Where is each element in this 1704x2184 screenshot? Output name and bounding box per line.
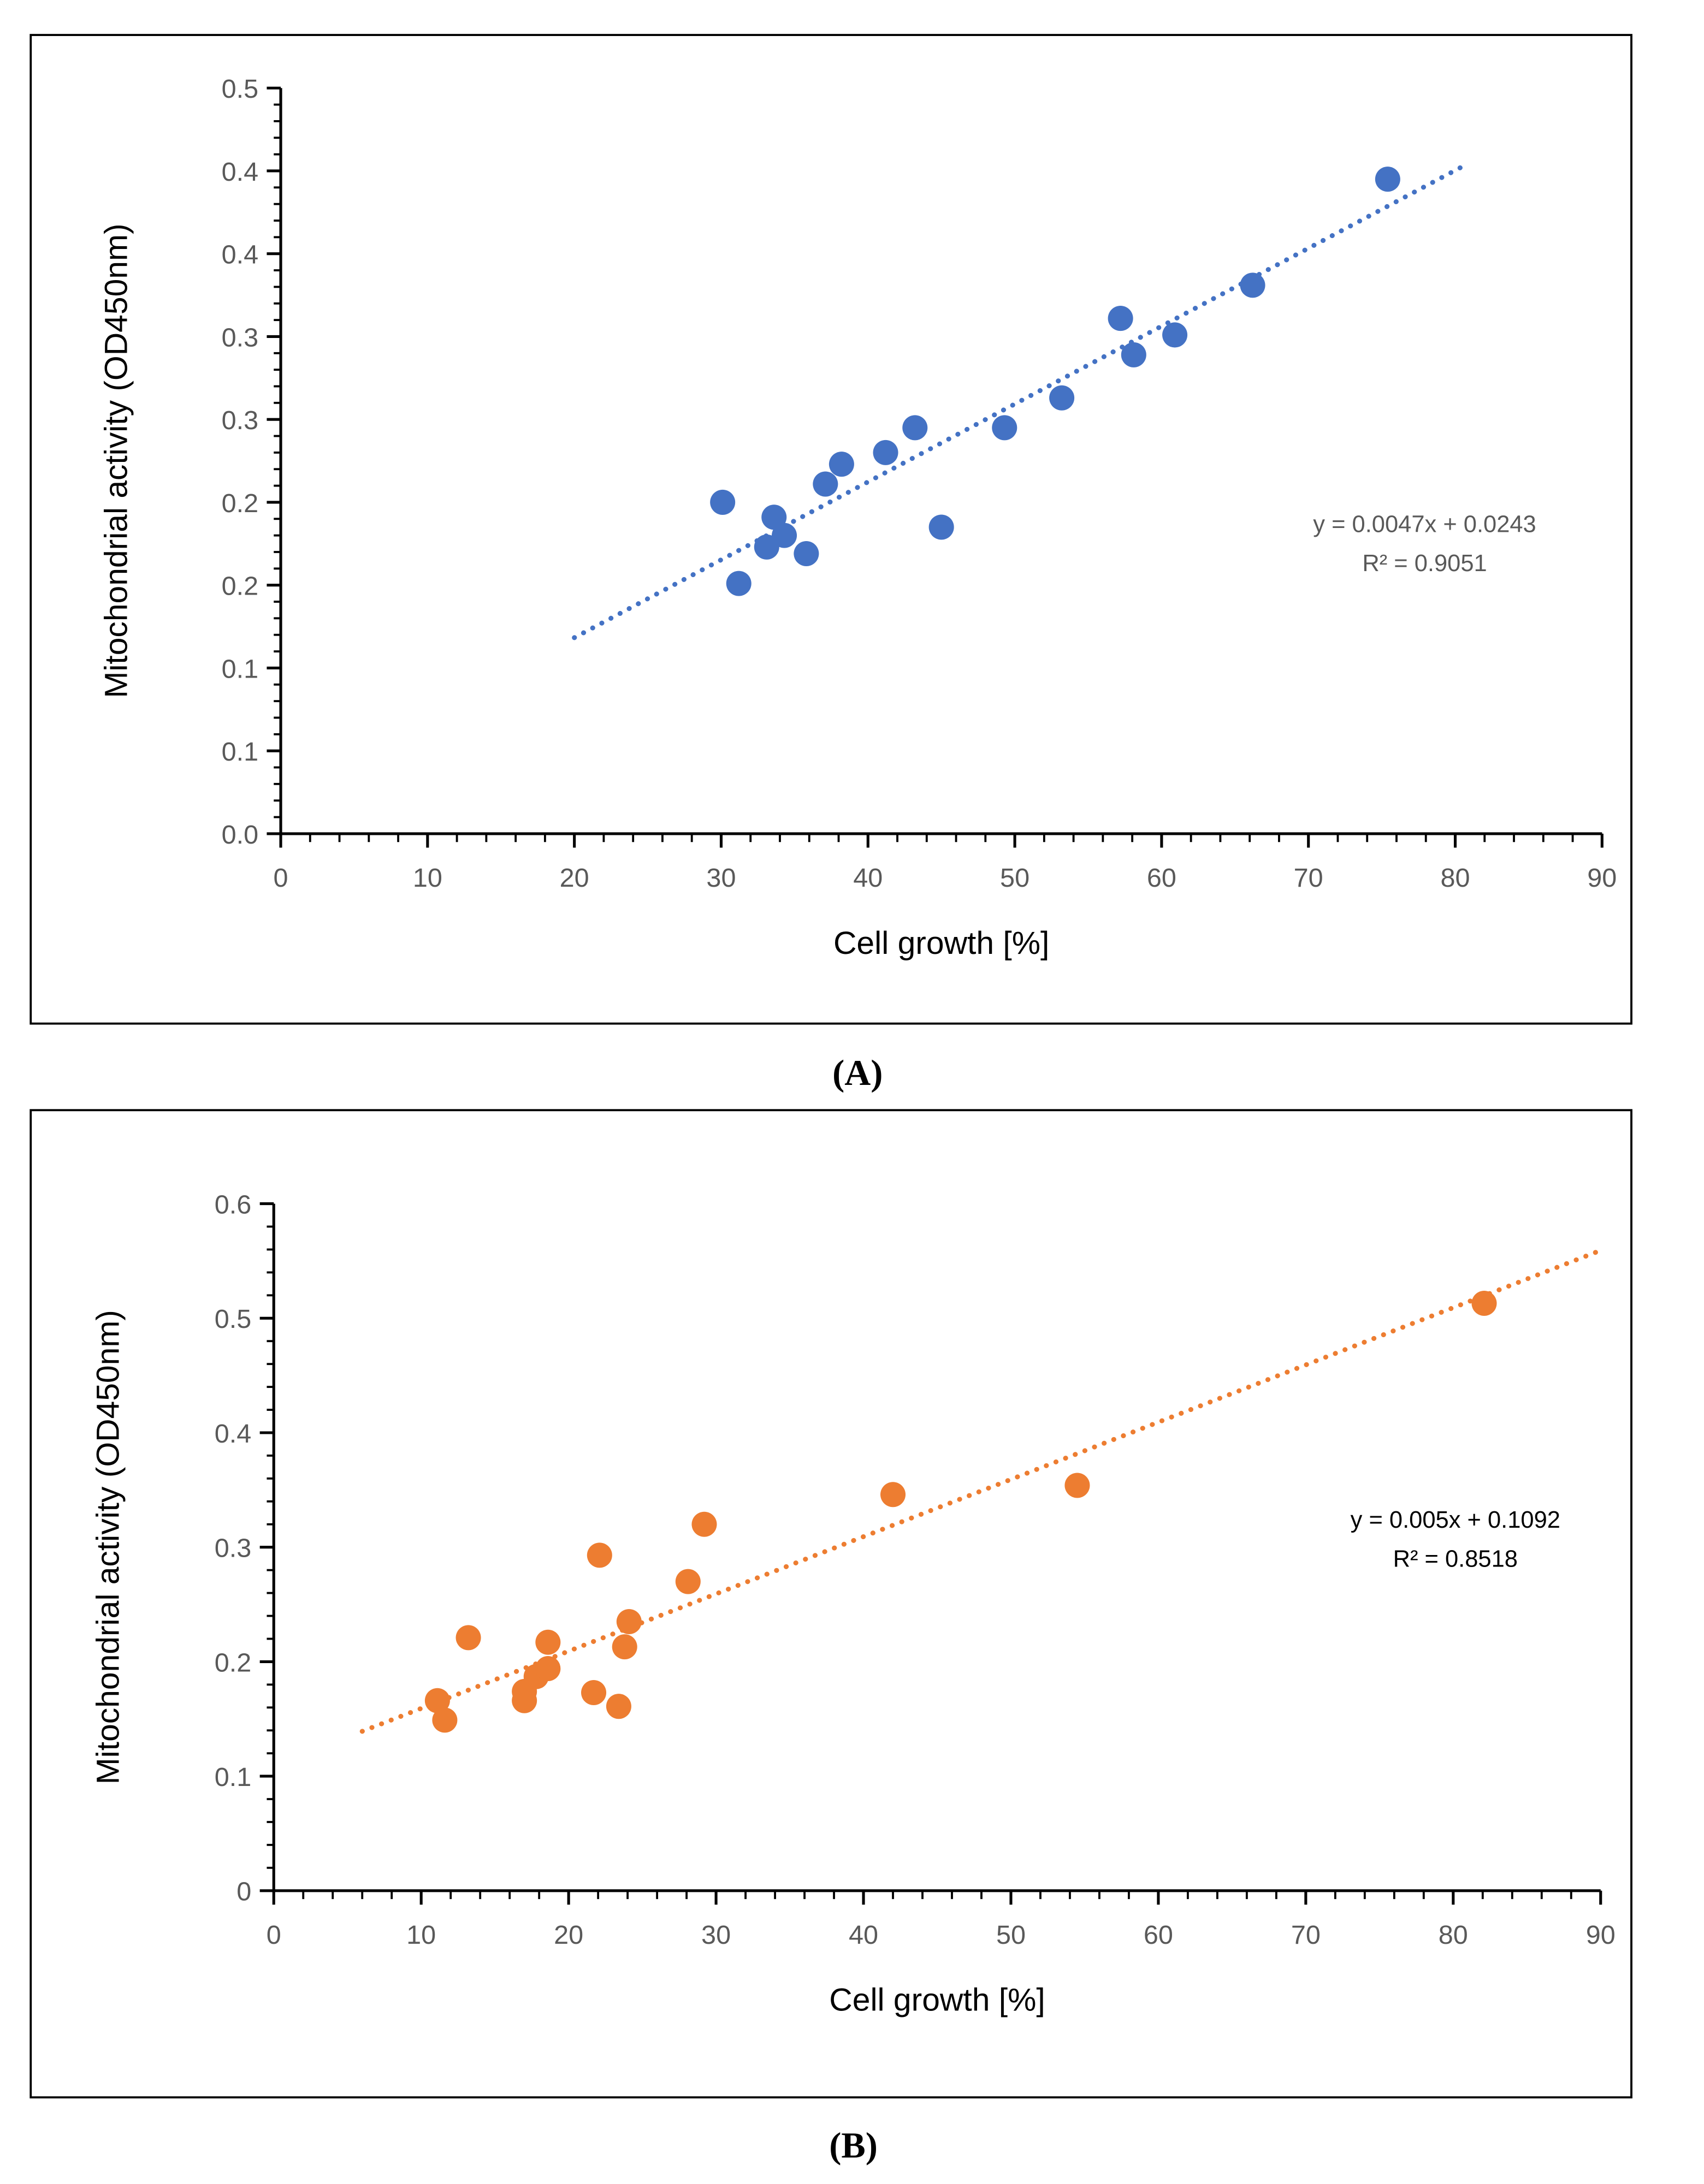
data-point xyxy=(424,1688,450,1713)
chart-panel-a: 0 10 20 30 40 50 60 70 80 90 0.0 0.1 0.1 0.2 0.2 0.3 0.3… xyxy=(29,34,1632,1025)
y-tick-label: 0.2 xyxy=(215,1648,252,1677)
panel-label-b: (B) xyxy=(829,2126,878,2165)
data-point xyxy=(761,505,787,530)
y-tick-label: 0.0 xyxy=(222,820,259,850)
x-axis-title: Cell growth [%] xyxy=(833,925,1049,961)
x-tick-label: 50 xyxy=(1000,863,1030,893)
data-point xyxy=(829,452,854,477)
x-tick-label: 30 xyxy=(706,863,736,893)
data-point xyxy=(928,514,954,540)
x-tick-label: 40 xyxy=(853,863,883,893)
y-tick-label: 0.2 xyxy=(222,489,259,518)
data-point xyxy=(772,523,797,548)
x-tick-label: 70 xyxy=(1291,1920,1321,1950)
x-tick-label: 90 xyxy=(1587,863,1617,893)
data-point xyxy=(432,1707,458,1733)
data-point xyxy=(992,415,1017,441)
data-point xyxy=(1240,272,1265,298)
trendline xyxy=(359,1248,1604,1734)
panel-frame xyxy=(29,1109,1632,2099)
y-axis-title: Mitochondrial activity (OD450nm) xyxy=(99,223,134,698)
data-point xyxy=(813,471,838,497)
x-tick-label: 0 xyxy=(274,863,288,893)
x-tick-label: 20 xyxy=(560,863,589,893)
y-tick-label: 0.3 xyxy=(222,406,259,435)
x-tick-label: 10 xyxy=(406,1920,436,1950)
x-axis-title: Cell growth [%] xyxy=(829,1983,1045,2018)
data-point xyxy=(710,489,736,515)
data-point xyxy=(1375,167,1400,192)
y-tick-label: 0.4 xyxy=(215,1419,252,1449)
data-point xyxy=(455,1625,481,1651)
x-tick-label: 20 xyxy=(554,1920,583,1950)
y-tick-label: 0.4 xyxy=(222,157,259,187)
data-point xyxy=(675,1569,701,1594)
x-tick-label: 0 xyxy=(267,1920,281,1950)
y-tick-label: 0.3 xyxy=(222,323,259,352)
data-point xyxy=(616,1609,642,1635)
x-tick-label: 60 xyxy=(1147,863,1176,893)
data-point xyxy=(612,1634,637,1660)
x-tick-label: 70 xyxy=(1294,863,1323,893)
x-tick-label: 10 xyxy=(413,863,442,893)
x-tick-label: 40 xyxy=(849,1920,878,1950)
x-tick-label: 30 xyxy=(701,1920,731,1950)
x-tick-label: 50 xyxy=(996,1920,1026,1950)
data-point xyxy=(1108,306,1133,331)
trendline xyxy=(572,164,1465,640)
y-tick-label: 0.1 xyxy=(222,654,259,684)
x-tick-label: 90 xyxy=(1586,1920,1616,1950)
data-point xyxy=(726,571,752,596)
r-squared-label: R² = 0.9051 xyxy=(1362,550,1487,577)
y-axis-title: Mitochondrial activity (OD450nm) xyxy=(90,1310,126,1784)
panel-frame xyxy=(29,34,1632,1025)
data-point xyxy=(691,1511,717,1537)
data-point xyxy=(880,1482,906,1508)
data-point xyxy=(535,1655,561,1682)
trendline-equation: y = 0.005x + 0.1092 xyxy=(1351,1507,1560,1533)
data-point xyxy=(1471,1291,1497,1316)
y-tick-label: 0.2 xyxy=(222,572,259,601)
data-point xyxy=(581,1680,607,1706)
data-point xyxy=(873,440,898,465)
data-point xyxy=(535,1629,561,1655)
chart-panel-b: 0 10 20 30 40 50 60 70 80 90 0 0.1 0.2 0.3 0.4 0.5 0.6 Ce… xyxy=(29,1109,1632,2099)
x-tick-label: 60 xyxy=(1144,1920,1173,1950)
r-squared-label: R² = 0.8518 xyxy=(1393,1546,1518,1572)
data-point xyxy=(902,415,928,441)
x-tick-label: 80 xyxy=(1440,863,1470,893)
data-point xyxy=(1121,342,1146,367)
data-point xyxy=(587,1542,612,1568)
y-tick-label: 0.1 xyxy=(222,737,259,767)
data-point xyxy=(1049,385,1075,411)
data-point xyxy=(1162,322,1188,348)
y-tick-label: 0.6 xyxy=(215,1190,252,1219)
data-point xyxy=(1064,1473,1090,1498)
y-tick-label: 0.5 xyxy=(215,1304,252,1334)
y-tick-label: 0 xyxy=(236,1877,251,1907)
y-tick-label: 0.1 xyxy=(215,1762,252,1792)
x-tick-label: 80 xyxy=(1439,1920,1468,1950)
panel-label-a: (A) xyxy=(832,1053,883,1093)
y-tick-label: 0.5 xyxy=(222,74,259,104)
data-point xyxy=(606,1694,631,1719)
y-tick-label: 0.4 xyxy=(222,240,259,270)
data-point xyxy=(794,541,819,567)
y-tick-label: 0.3 xyxy=(215,1534,252,1563)
trendline-equation: y = 0.0047x + 0.0243 xyxy=(1313,511,1536,537)
